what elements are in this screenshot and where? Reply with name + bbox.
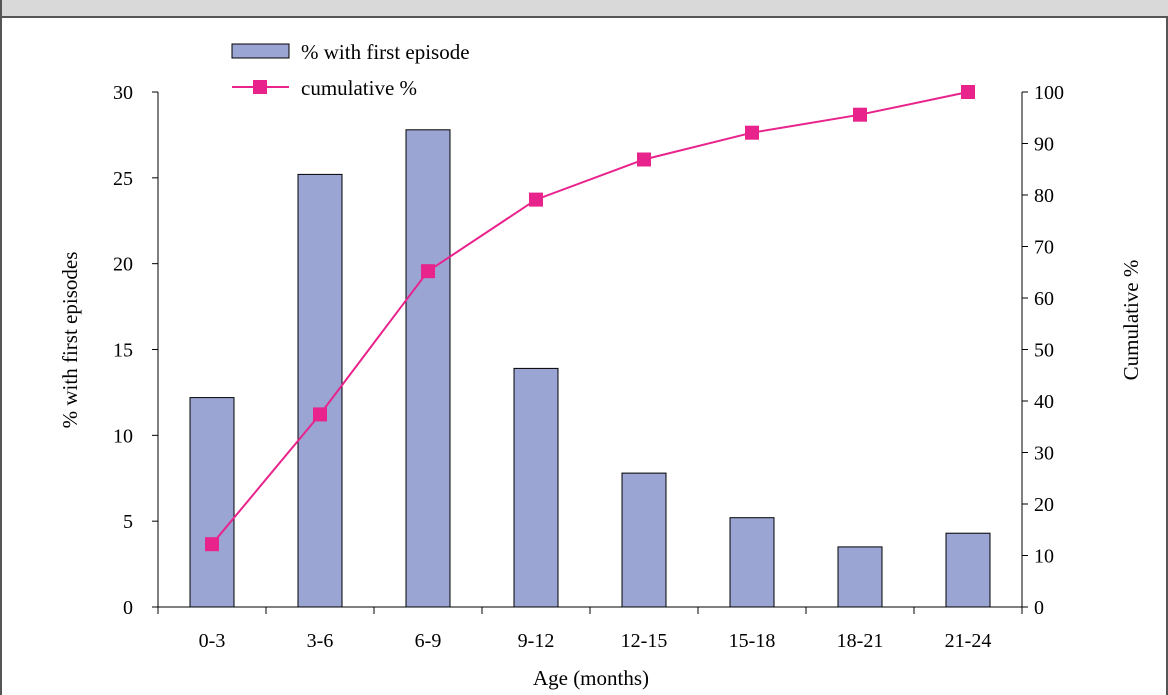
x-tick-label-0-3: 0-3 [199,630,226,652]
cumulative-point-9-12 [529,192,543,207]
legend-line-label: cumulative % [301,76,417,100]
y-right-tick-label-70: 70 [1034,237,1054,259]
y-right-tick-label-60: 60 [1034,288,1054,310]
y-left-tick-label-25: 25 [113,168,133,190]
bar-9-12 [513,367,559,608]
cumulative-line [211,91,969,545]
y-left-tick-label-10: 10 [113,425,133,447]
cumulative-point-18-21 [853,107,867,122]
x-tick-label-12-15: 12-15 [621,630,668,652]
legend: % with first episode cumulative % [231,40,470,100]
x-tick-label-21-24: 21-24 [945,630,992,652]
y-left-tick-label-15: 15 [113,340,133,362]
y-right-tick-label-10: 10 [1034,546,1054,568]
legend-bar-swatch [231,43,290,59]
bar-18-21 [837,546,883,608]
x-tick-label-18-21: 18-21 [837,630,884,652]
y-left-tick-label-20: 20 [113,254,133,276]
cumulative-point-6-9 [421,264,435,279]
y-right-tick-label-50: 50 [1034,340,1054,362]
x-tick-label-3-6: 3-6 [307,630,334,652]
y-axis-left-title: % with first episodes [58,252,82,429]
bars-layer [189,129,991,608]
y-right-tick-label-80: 80 [1034,185,1054,207]
cumulative-point-12-15 [637,152,651,167]
y-right-tick-label-30: 30 [1034,443,1054,465]
y-axis-right-title: Cumulative % [1119,260,1143,381]
cumulative-point-21-24 [961,85,975,99]
y-right-tick-label-0: 0 [1034,597,1044,619]
header-band [2,0,1168,18]
y-right-tick-label-40: 40 [1034,391,1054,413]
bar-0-3 [189,397,235,608]
axes-layer [152,91,1028,614]
cumulative-point-3-6 [313,407,327,422]
cumulative-point-0-3 [205,537,219,552]
legend-bar-label: % with first episode [301,40,470,64]
bar-12-15 [621,472,667,608]
legend-line-marker [253,80,267,94]
line-layer [205,85,975,552]
cumulative-point-15-18 [745,125,759,140]
bar-15-18 [729,517,775,608]
bar-21-24 [945,532,991,608]
y-right-tick-label-90: 90 [1034,134,1054,156]
x-axis-title: Age (months) [533,666,649,690]
y-right-tick-label-20: 20 [1034,494,1054,516]
y-left-tick-label-5: 5 [123,511,133,533]
x-tick-label-15-18: 15-18 [729,630,776,652]
tick-labels-layer: 0 5 10 15 20 25 30 0 10 20 30 40 50 60 70 80 90 100 0-3 3-6… [113,82,1064,652]
x-tick-label-9-12: 9-12 [518,630,555,652]
bar-3-6 [297,173,343,608]
x-tick-label-6-9: 6-9 [415,630,442,652]
y-left-tick-label-30: 30 [113,82,133,104]
y-right-tick-label-100: 100 [1034,82,1064,104]
y-left-tick-label-0: 0 [123,597,133,619]
bar-6-9 [405,129,451,608]
